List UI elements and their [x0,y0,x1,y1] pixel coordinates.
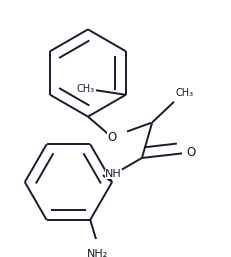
Text: NH₂: NH₂ [86,249,108,257]
Text: CH₃: CH₃ [175,88,193,98]
Text: CH₃: CH₃ [77,84,95,94]
Text: O: O [187,146,196,159]
Text: O: O [107,131,117,144]
Text: NH: NH [105,169,122,179]
